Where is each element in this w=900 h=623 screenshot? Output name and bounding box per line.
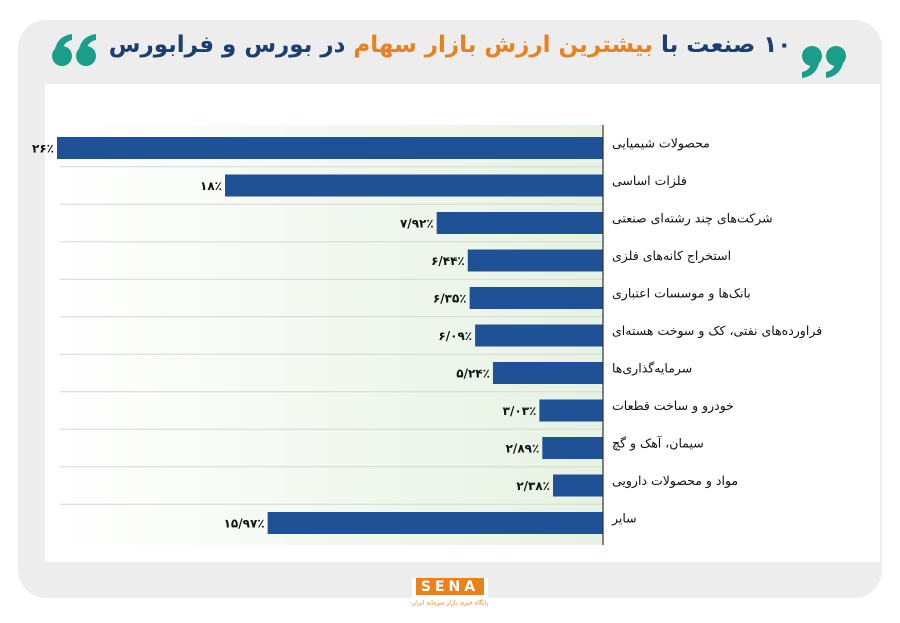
bar xyxy=(553,474,603,497)
value-label: ۲۶٪ xyxy=(32,142,54,156)
bar xyxy=(436,212,603,234)
category-label: فلزات اساسی xyxy=(612,173,687,189)
value-label: ۷/۹۲٪ xyxy=(400,217,434,231)
category-label: خودرو و ساخت قطعات xyxy=(612,398,734,414)
bar xyxy=(492,362,603,384)
value-label: ۶/۴۴٪ xyxy=(431,254,465,268)
category-label: شرکت‌های چند رشته‌ای صنعتی xyxy=(612,211,773,227)
bar xyxy=(225,174,603,197)
category-label: استخراج کانه‌های فلزی xyxy=(612,248,731,264)
title-part: ۱۰ صنعت با xyxy=(660,32,792,58)
value-label: ۶/۰۹٪ xyxy=(438,329,472,343)
logo-box xyxy=(416,578,484,595)
category-label: فراورده‌های نفتی، کک و سوخت هسته‌ای xyxy=(612,323,822,339)
value-label: ۶/۳۵٪ xyxy=(433,292,467,306)
logo-text: SENA xyxy=(421,579,479,595)
category-label: سیمان، آهک و گچ xyxy=(612,436,704,452)
category-label: مواد و محصولات دارویی xyxy=(612,473,738,489)
bar xyxy=(467,249,603,272)
bar xyxy=(542,437,603,459)
value-label: ۲/۳۸٪ xyxy=(516,479,550,493)
category-label: سرمایه‌گذاری‌ها xyxy=(612,361,692,377)
value-label: ۱۵/۹۷٪ xyxy=(224,517,265,531)
category-label: بانک‌ها و موسسات اعتباری xyxy=(612,286,751,302)
quote-right xyxy=(802,46,846,78)
category-label: محصولات شیمیایی xyxy=(612,136,710,152)
bar xyxy=(469,287,603,309)
value-label: ۵/۲۴٪ xyxy=(456,367,490,381)
title-highlight: بیشترین ارزش بازار سهام xyxy=(353,32,653,58)
bar xyxy=(267,512,603,534)
title: ۱۰ صنعت با بیشترین ارزش بازار سهام در بو… xyxy=(0,32,900,58)
value-label: ۲/۸۹٪ xyxy=(506,442,540,456)
category-label: سایر xyxy=(611,511,637,527)
quote-left xyxy=(52,34,96,66)
bar xyxy=(57,137,603,159)
bar xyxy=(539,399,603,422)
bar xyxy=(475,324,603,347)
title-part: در بورس و فرابورس xyxy=(108,32,346,58)
logo-tagline: پایگاه خبری بازار سرمایه ایران xyxy=(412,599,489,607)
value-label: ۳/۰۳٪ xyxy=(503,404,537,418)
value-label: ۱۸٪ xyxy=(200,179,222,193)
